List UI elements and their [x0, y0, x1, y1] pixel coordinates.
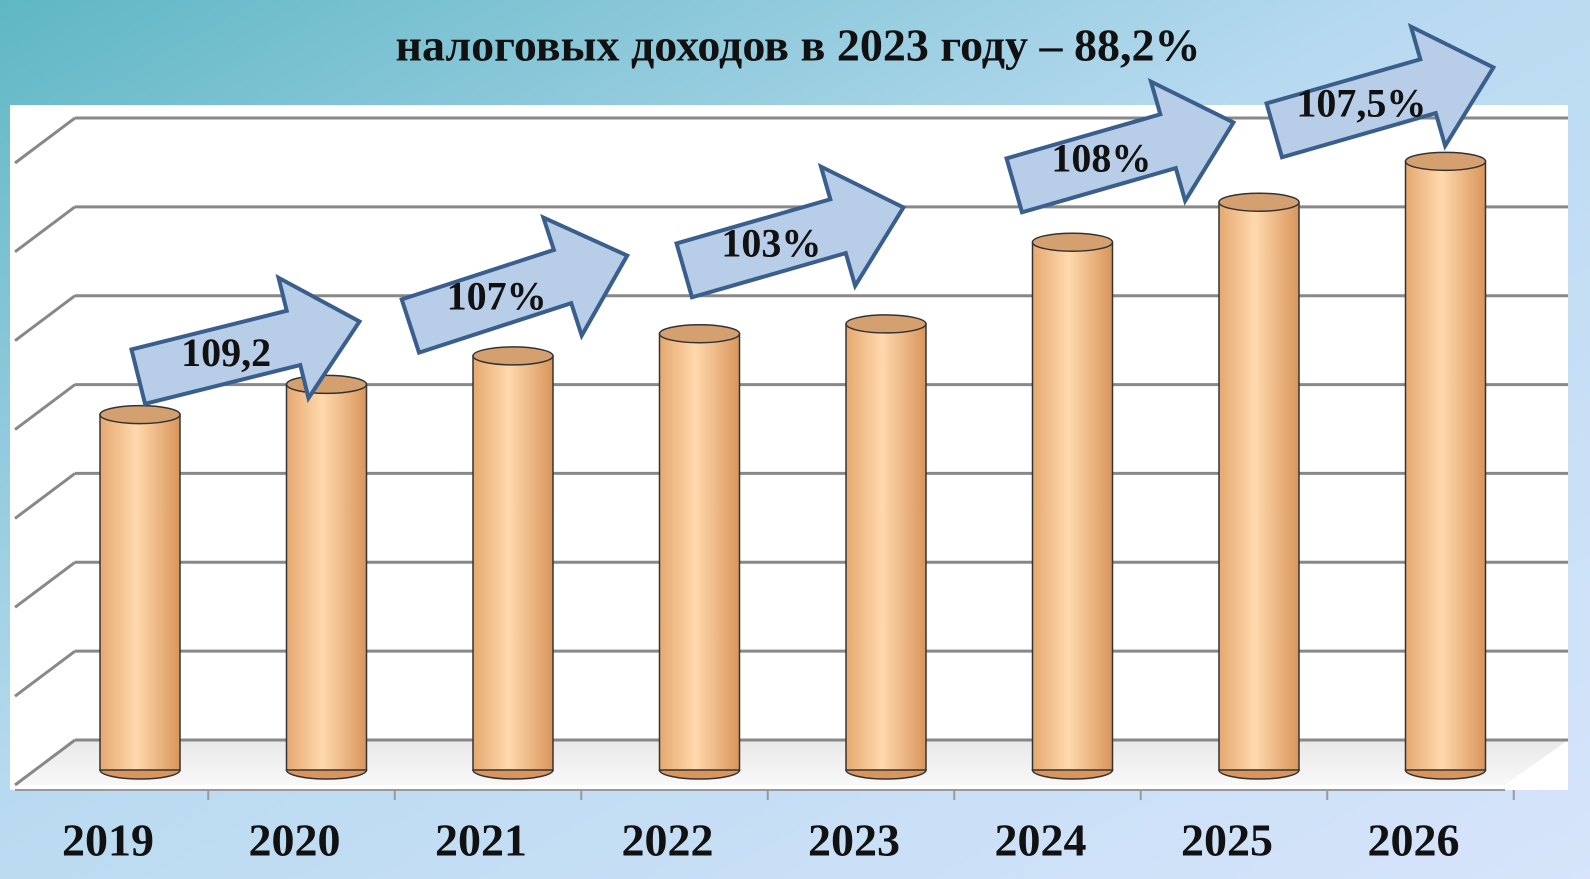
- bar: [1404, 151, 1487, 780]
- x-tick-label: 2025: [1181, 815, 1273, 866]
- growth-arrow: 107%: [399, 213, 631, 356]
- growth-arrow: 109,2: [129, 273, 363, 407]
- arrow-shape: [674, 162, 907, 300]
- bar: [1218, 192, 1300, 780]
- bar-body: [1031, 241, 1114, 771]
- bar-body: [1218, 201, 1300, 771]
- floor: [15, 740, 1568, 785]
- arrow-label: 108%: [1051, 136, 1151, 181]
- x-tick-label: 2020: [249, 815, 341, 866]
- x-tick-label: 2026: [1368, 815, 1460, 866]
- bar: [285, 374, 368, 780]
- bar: [99, 404, 181, 780]
- arrow-shape: [1004, 77, 1237, 215]
- growth-arrow: 107,5%: [1264, 22, 1497, 160]
- bar-top: [845, 314, 927, 334]
- grid-side: [14, 294, 76, 342]
- arrow-label: 107%: [447, 273, 547, 318]
- growth-arrow: 108%: [1004, 77, 1237, 215]
- x-tick-label: 2024: [995, 815, 1087, 866]
- bar: [845, 314, 927, 780]
- grid-side: [14, 472, 76, 520]
- bar: [658, 323, 741, 780]
- bar-body: [285, 383, 368, 771]
- grid-side: [14, 561, 76, 609]
- x-tick-label: 2021: [435, 815, 527, 866]
- bar-top: [1404, 151, 1487, 172]
- bar-top: [472, 346, 554, 366]
- grid-side: [14, 205, 76, 254]
- grid-side: [14, 649, 76, 698]
- arrow-label: 109,2: [181, 330, 271, 375]
- bar-top: [1031, 232, 1114, 252]
- grid-side: [14, 738, 76, 787]
- bar: [1031, 232, 1114, 780]
- x-tick-label: 2023: [808, 815, 900, 866]
- growth-arrow: 103%: [674, 162, 907, 300]
- arrow-shape: [129, 273, 363, 407]
- bar-body: [99, 413, 181, 771]
- bar-top: [658, 323, 741, 344]
- chart-title: налоговых доходов в 2023 году – 88,2%: [395, 20, 1200, 71]
- bar-body: [472, 355, 554, 771]
- arrow-shape: [1264, 22, 1497, 160]
- bar-body: [1404, 160, 1487, 771]
- bar: [472, 346, 554, 780]
- bar-top: [285, 374, 368, 395]
- grid-side: [14, 116, 76, 165]
- bar-top: [1218, 192, 1300, 212]
- grid-line: [14, 294, 1568, 342]
- bar-body: [658, 332, 741, 771]
- bar-top: [99, 404, 181, 425]
- grid-side: [14, 383, 76, 431]
- bar-body: [845, 323, 927, 771]
- arrow-label: 107,5%: [1296, 81, 1426, 126]
- x-tick-label: 2019: [62, 815, 154, 866]
- x-tick-label: 2022: [622, 815, 714, 866]
- arrow-shape: [399, 213, 631, 356]
- arrow-label: 103%: [721, 221, 821, 266]
